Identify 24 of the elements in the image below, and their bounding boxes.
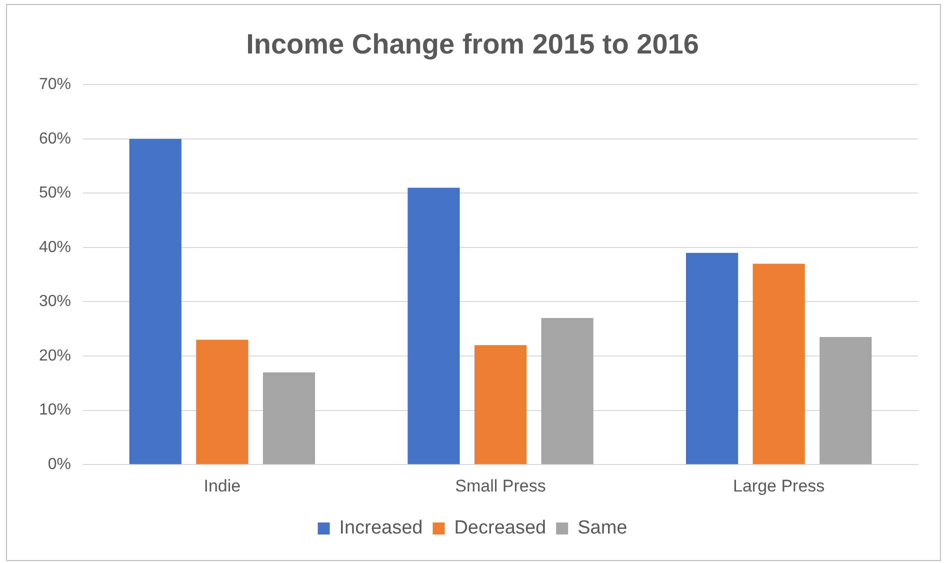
chart-title: Income Change from 2015 to 2016 [246,28,699,60]
y-tick-label: 10% [38,402,72,419]
x-tick-label: Small Press [455,476,546,496]
legend-label: Decreased [454,518,546,539]
bar [686,252,738,464]
bar [408,188,460,464]
bar [474,345,527,464]
bar [820,337,872,464]
bar [752,264,805,464]
y-tick-label: 30% [38,293,72,310]
bar [541,318,594,464]
legend-label: Increased [339,518,423,539]
y-tick-label: 0% [48,456,72,474]
bar [262,372,316,464]
y-tick-label: 20% [38,347,72,364]
y-tick-label: 60% [38,130,72,148]
bar [196,340,248,464]
x-tick-label: Indie [204,476,241,496]
bar [129,138,182,464]
legend-label: Same [578,518,628,539]
y-tick-label: 50% [38,184,72,202]
y-tick-label: 70% [38,76,72,94]
y-tick-label: 40% [38,238,72,256]
x-tick-label: Large Press [733,476,825,496]
